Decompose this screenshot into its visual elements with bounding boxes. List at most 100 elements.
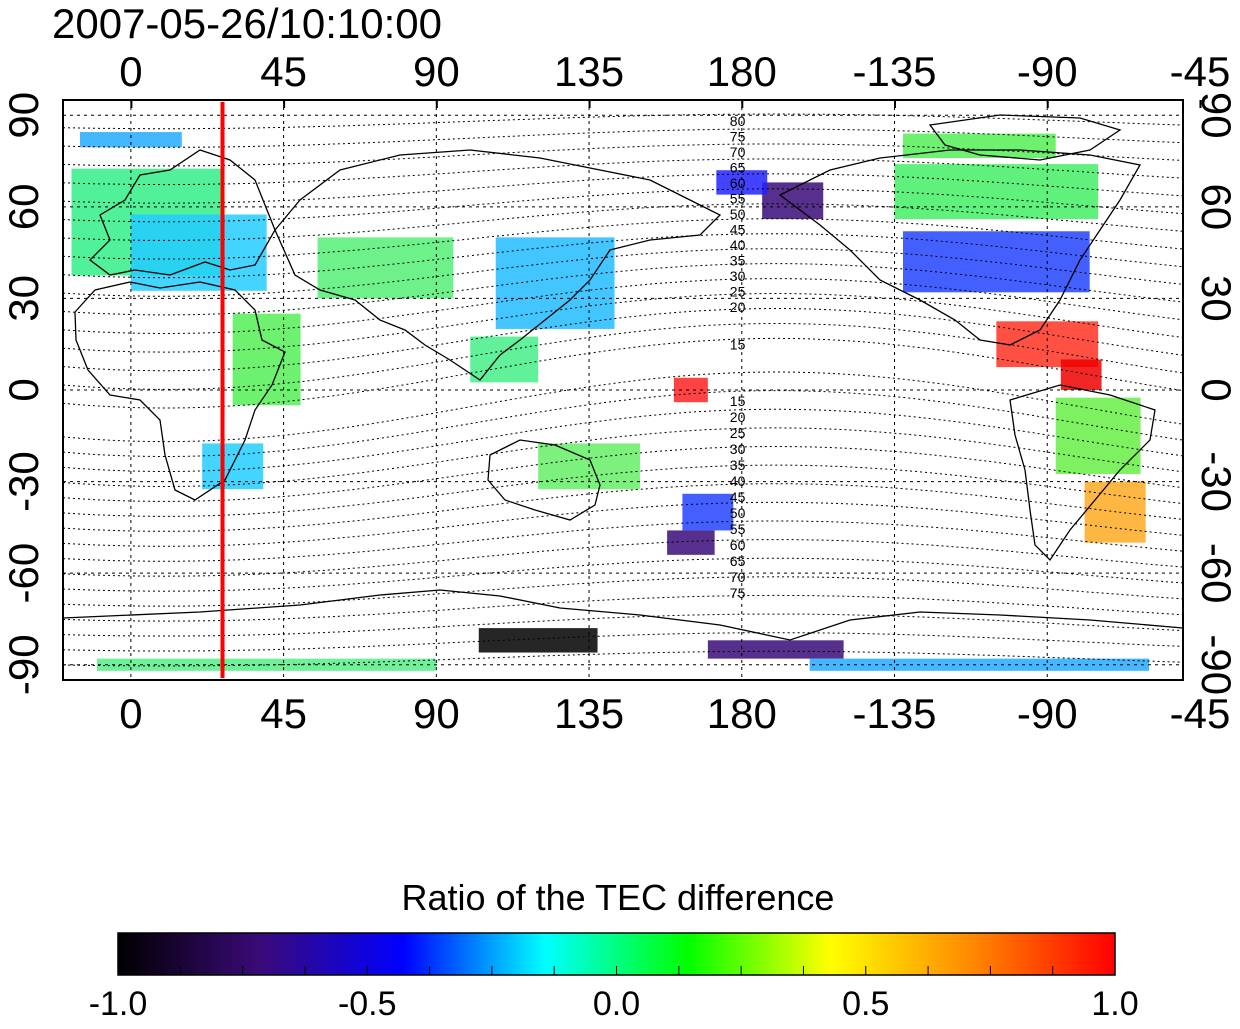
- contour-label: 15: [730, 393, 746, 409]
- lon-tick-bottom: 180: [707, 690, 777, 737]
- lon-tick-top: 180: [707, 48, 777, 95]
- colorbar-tick-label: -0.5: [338, 985, 397, 1023]
- contour-line: [63, 113, 1183, 130]
- colorbar-tick-label: 1.0: [1091, 985, 1138, 1023]
- tec-cell: [903, 133, 1056, 158]
- contour-line: [63, 173, 1183, 204]
- contour-line: [63, 158, 1183, 186]
- contour-label: 50: [730, 505, 746, 521]
- contour-label: 30: [730, 268, 746, 284]
- contour-label: 75: [730, 585, 746, 601]
- contour-line: [63, 576, 1183, 607]
- coastlines: [63, 114, 1183, 641]
- axis-ticks: 0045459090135135180180-135-135-90-90-45-…: [0, 48, 1240, 737]
- contour-line: [63, 501, 1183, 547]
- lat-tick-left: 60: [0, 183, 47, 230]
- tec-cell: [478, 628, 598, 653]
- lon-tick-bottom: 90: [413, 690, 460, 737]
- contour-label: 20: [730, 409, 746, 425]
- contour-line: [63, 292, 1183, 353]
- contour-line: [63, 557, 1183, 592]
- tec-cell: [667, 530, 715, 555]
- contour-line: [63, 307, 1183, 372]
- contour-label: 65: [730, 160, 746, 176]
- lat-tick-right: 30: [1193, 275, 1240, 322]
- contour-labels: 8075706560555045403530252015152025303540…: [730, 113, 746, 601]
- lat-tick-right: -30: [1193, 451, 1240, 512]
- contour-line: [63, 427, 1183, 488]
- lon-tick-top: -90: [1017, 48, 1078, 95]
- contour-line: [63, 143, 1183, 167]
- lat-tick-left: -60: [0, 543, 47, 604]
- contour-line: [63, 337, 1183, 409]
- contour-label: 75: [730, 129, 746, 145]
- europe-outline: [89, 149, 276, 276]
- lon-tick-top: -135: [852, 48, 936, 95]
- contour-label: 50: [730, 206, 746, 222]
- tec-cell: [707, 640, 844, 659]
- contour-line: [63, 390, 1183, 458]
- contour-line: [63, 408, 1183, 473]
- contour-line: [63, 632, 1183, 652]
- antarctica-outline: [63, 589, 1183, 641]
- contour-label: 20: [730, 299, 746, 315]
- contour-line: [63, 233, 1183, 279]
- lon-tick-bottom: -45: [1170, 690, 1231, 737]
- colorbar-title: Ratio of the TEC difference: [402, 877, 835, 918]
- tec-cell: [762, 182, 824, 220]
- lon-tick-bottom: 0: [119, 690, 142, 737]
- contour-lines: [63, 113, 1183, 667]
- contour-label: 45: [730, 222, 746, 238]
- lon-tick-top: 45: [260, 48, 307, 95]
- australia-outline: [487, 439, 601, 521]
- tick-mark: [130, 100, 133, 108]
- contour-label: 40: [730, 237, 746, 253]
- contour-label: 30: [730, 441, 746, 457]
- tick-mark: [1046, 100, 1049, 108]
- tick-mark: [283, 100, 286, 108]
- tick-mark: [894, 100, 897, 108]
- contour-label: 45: [730, 489, 746, 505]
- lat-tick-right: 0: [1193, 378, 1240, 401]
- contour-line: [63, 203, 1183, 241]
- lat-tick-right: -90: [1193, 634, 1240, 695]
- tec-cell: [232, 313, 301, 406]
- contour-label: 15: [730, 337, 746, 353]
- contour-label: 65: [730, 553, 746, 569]
- contour-line: [63, 483, 1183, 532]
- contour-label: 55: [730, 521, 746, 537]
- colorbar-tick-label: -1.0: [89, 985, 148, 1023]
- lat-tick-right: 90: [1193, 92, 1240, 139]
- colorbar-tick-label: 0.0: [593, 985, 640, 1023]
- africa-outline: [74, 281, 286, 501]
- contour-line: [63, 248, 1183, 297]
- contour-label: 70: [730, 144, 746, 160]
- tick-mark: [1199, 100, 1202, 108]
- colorbar-ticks: -1.0 -0.5 0.0 0.5 1.0: [89, 966, 1139, 1023]
- tec-cell: [130, 214, 267, 291]
- lon-tick-bottom: -135: [852, 690, 936, 737]
- contour-label: 25: [730, 284, 746, 300]
- lat-tick-right: -60: [1193, 543, 1240, 604]
- south-america-outline: [1009, 384, 1156, 562]
- lon-tick-top: 90: [413, 48, 460, 95]
- contour-label: 60: [730, 175, 746, 191]
- greenland-outline: [928, 114, 1122, 161]
- contour-line: [63, 278, 1183, 335]
- lat-tick-left: -30: [0, 451, 47, 512]
- lon-tick-bottom: 45: [260, 690, 307, 737]
- tec-cell: [495, 237, 615, 329]
- lon-tick-bottom: 135: [554, 690, 624, 737]
- tick-mark: [435, 100, 438, 108]
- lat-tick-left: 30: [0, 275, 47, 322]
- contour-line: [63, 464, 1183, 517]
- contour-label: 35: [730, 457, 746, 473]
- contour-line: [63, 594, 1183, 622]
- lon-tick-top: 0: [119, 48, 142, 95]
- map-title: 2007-05-26/10:10:00: [52, 0, 442, 47]
- tec-cell: [1055, 397, 1141, 474]
- lat-tick-left: 0: [0, 378, 47, 401]
- lat-tick-left: 90: [0, 92, 47, 139]
